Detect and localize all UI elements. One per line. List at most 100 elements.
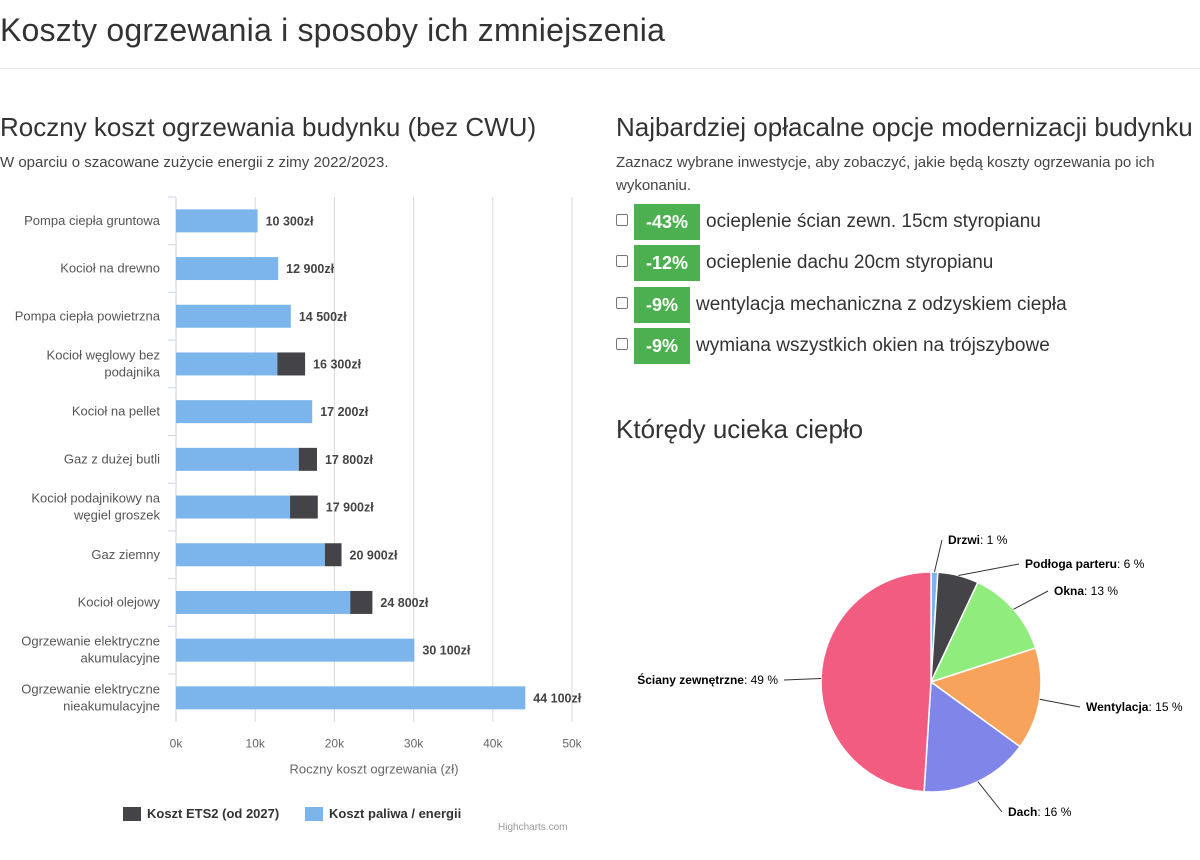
option-ventilation-checkbox[interactable] [616, 297, 628, 309]
option-ventilation[interactable]: -9% wentylacja mechaniczna z odzyskiem c… [616, 287, 1067, 323]
data-label: 20 900zł [350, 548, 398, 562]
pie-slice [929, 647, 1042, 748]
pie-label: Dach: 16 % [1008, 805, 1072, 819]
option-windows-label[interactable]: wymiana wszystkich okien na trójszybowe [696, 335, 1050, 356]
pie-label: Wentylacja: 15 % [1086, 700, 1183, 714]
x-tick-label: 20k [325, 737, 345, 751]
pie-label-name: Wentylacja [1086, 700, 1149, 714]
option-windows[interactable]: -9% wymiana wszystkich okien na trójszyb… [616, 328, 1050, 364]
category-label: węgiel groszek [73, 508, 160, 523]
bar-ets [298, 447, 317, 471]
title-divider [0, 68, 1200, 69]
category-label: Ogrzewanie elektryczne [21, 634, 160, 649]
legend-ets-swatch [123, 806, 141, 821]
option-windows-checkbox[interactable] [616, 338, 628, 350]
x-tick-label: 0k [170, 737, 184, 751]
bar-chart-title: Roczny koszt ogrzewania budynku (bez CWU… [0, 112, 537, 142]
data-label: 17 900zł [326, 501, 374, 515]
option-walls-checkbox[interactable] [616, 214, 628, 226]
option-roof[interactable]: -12% ocieplenie dachu 20cm styropianu [616, 245, 993, 281]
legend-ets-label: Koszt ETS2 (od 2027) [147, 806, 280, 821]
pie-label-value: : 49 % [744, 673, 778, 687]
bar-fuel [176, 543, 325, 567]
bar-ets [290, 495, 318, 519]
bar-ets [350, 590, 373, 614]
category-label: Kocioł na drewno [60, 261, 160, 276]
pie-label-value: : 16 % [1037, 805, 1071, 819]
pie-label-name: Podłoga parteru [1025, 557, 1117, 571]
pie-connector [1039, 698, 1081, 708]
option-ventilation-label[interactable]: wentylacja mechaniczna z odzyskiem ciepł… [696, 294, 1067, 315]
option-roof-badge: -12% [634, 245, 701, 281]
x-tick-label: 10k [246, 737, 266, 751]
pie-connector [1013, 590, 1049, 610]
data-label: 10 300zł [266, 214, 314, 228]
option-walls[interactable]: -43% ocieplenie ścian zewn. 15cm styropi… [616, 204, 1041, 240]
category-label: akumulacyjne [81, 651, 161, 666]
pie-label-value: : 1 % [980, 533, 1008, 547]
option-roof-label[interactable]: ocieplenie dachu 20cm styropianu [706, 252, 994, 273]
category-label: podajnika [104, 364, 160, 379]
options-subtitle-line2: wykonaniu. [616, 177, 692, 194]
pie-connector [977, 781, 1003, 813]
bar-ets [324, 543, 342, 567]
bar-fuel [176, 257, 279, 281]
data-label: 14 500zł [299, 310, 347, 324]
legend-fuel-label: Koszt paliwa / energii [329, 806, 462, 821]
option-ventilation-badge: -9% [634, 287, 691, 323]
pie-label-value: : 13 % [1084, 584, 1118, 598]
bar-fuel [176, 447, 299, 471]
bar-fuel [176, 590, 351, 614]
pie-chart: Drzwi: 1 % Podłoga parteru: 6 % Okna: 13 %… [637, 533, 1183, 819]
category-label: Kocioł na pellet [72, 404, 161, 419]
pie-connector [933, 539, 943, 573]
pie-slice [929, 581, 1037, 684]
pie-label-value: : 15 % [1148, 700, 1182, 714]
legend-fuel-swatch [305, 806, 323, 821]
bar-chart-subtitle: W oparciu o szacowane zużycie energii z … [0, 154, 389, 171]
page-title: Koszty ogrzewania i sposoby ich zmniejsz… [0, 12, 666, 48]
pie-label: Ściany zewnętrzne: 49 % [637, 672, 778, 687]
data-label: 12 900zł [286, 262, 334, 276]
category-label: Gaz ziemny [91, 547, 160, 562]
options-title: Najbardziej opłacalne opcje modernizacji… [616, 112, 1193, 142]
legend-item-fuel[interactable]: Koszt paliwa / energii [305, 806, 461, 821]
bar-fuel [176, 638, 415, 662]
data-label: 17 800zł [325, 453, 373, 467]
data-label: 44 100zł [533, 691, 581, 705]
pie-connector [958, 563, 1020, 576]
chart-credits[interactable]: Highcharts.com [498, 822, 568, 833]
category-label: nieakumulacyjne [63, 698, 160, 713]
x-tick-label: 50k [562, 737, 582, 751]
pie-slice [923, 680, 1022, 793]
category-label: Ogrzewanie elektryczne [21, 681, 160, 696]
options-subtitle-line1: Zaznacz wybrane inwestycje, aby zobaczyć… [616, 154, 1155, 171]
bar-fuel [176, 304, 291, 328]
option-roof-checkbox[interactable] [616, 255, 628, 267]
bar-ets [277, 352, 306, 376]
data-label: 17 200zł [320, 405, 368, 419]
pie-label: Okna: 13 % [1054, 584, 1118, 598]
pie-label-name: Drzwi [948, 533, 980, 547]
pie-connector [783, 678, 822, 681]
x-tick-label: 30k [404, 737, 424, 751]
pie-label-name: Ściany zewnętrzne [637, 672, 744, 687]
category-label: Pompa ciepła powietrzna [15, 308, 161, 323]
pie-label-value: : 6 % [1117, 557, 1145, 571]
data-label: 30 100zł [422, 644, 470, 658]
pie-label-name: Okna [1054, 584, 1084, 598]
bar-fuel [176, 352, 278, 376]
data-label: 24 800zł [380, 596, 428, 610]
pie-label-name: Dach [1008, 805, 1037, 819]
option-walls-label[interactable]: ocieplenie ścian zewn. 15cm styropianu [706, 211, 1041, 232]
data-label: 16 300zł [313, 357, 361, 371]
option-walls-badge: -43% [634, 204, 701, 240]
bar-fuel [176, 495, 291, 519]
category-label: Gaz z dużej butli [64, 451, 160, 466]
bar-fuel [176, 209, 258, 233]
x-axis-title: Roczny koszt ogrzewania (zł) [289, 762, 458, 777]
pie-label: Podłoga parteru: 6 % [1025, 557, 1145, 571]
pie-chart-title: Którędy ucieka ciepło [616, 414, 864, 444]
legend-item-ets[interactable]: Koszt ETS2 (od 2027) [123, 806, 279, 821]
bar-fuel [176, 400, 313, 424]
